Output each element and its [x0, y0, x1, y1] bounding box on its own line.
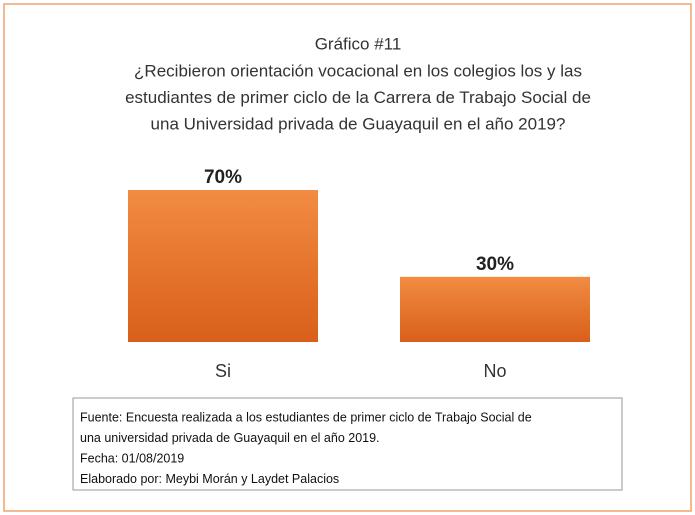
value-label: 70% [204, 167, 242, 188]
bar [400, 276, 590, 342]
bar [128, 190, 318, 342]
source-line: Elaborado por: Meybi Morán y Laydet Pala… [80, 472, 339, 486]
source-line: Fuente: Encuesta realizada a los estudia… [80, 410, 532, 424]
chart-subtitle: una Universidad privada de Guayaquil en … [151, 114, 566, 133]
chart-subtitle: estudiantes de primer ciclo de la Carrer… [125, 88, 591, 107]
x-tick-label: No [483, 361, 506, 381]
source-box [72, 397, 623, 491]
x-tick-label: Si [215, 361, 231, 381]
value-label: 30% [476, 254, 514, 275]
chart-subtitle: ¿Recibieron orientación vocacional en lo… [134, 61, 582, 80]
source-line: Fecha: 01/08/2019 [80, 451, 184, 465]
source-line: una universidad privada de Guayaquil en … [80, 431, 380, 445]
chart-title: Gráfico #11 [315, 34, 402, 53]
